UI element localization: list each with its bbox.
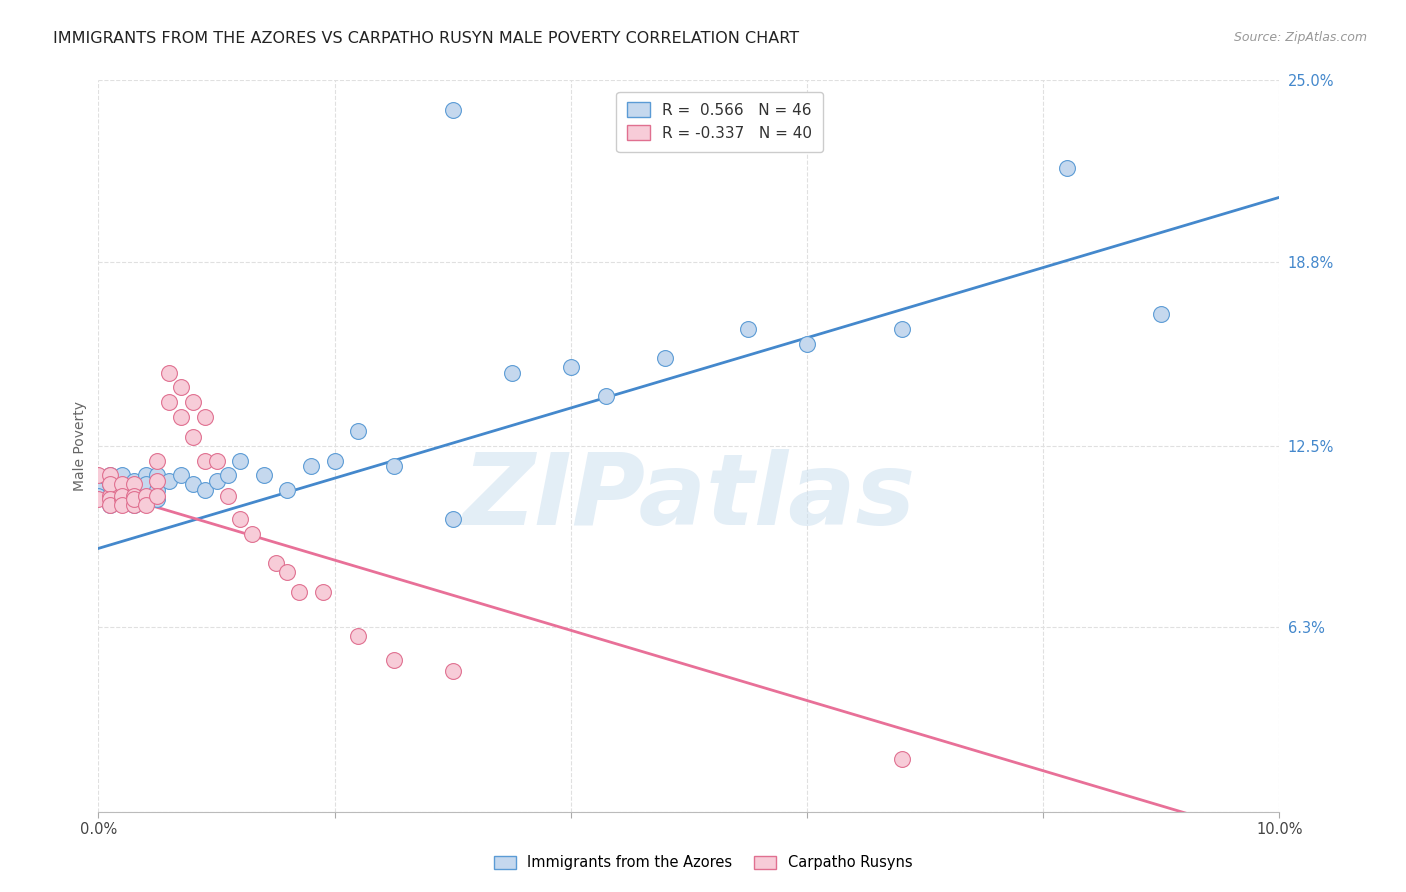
Point [1150,307,1173,321]
Point [98,489,121,503]
Point [181,477,204,491]
Y-axis label: Male Poverty: Male Poverty [73,401,87,491]
Point [146,491,169,506]
Point [98,468,121,483]
Point [111,468,134,483]
Point [135,489,157,503]
Point [217,468,239,483]
Point [264,556,287,570]
Point [441,103,464,117]
Point [240,526,263,541]
Point [181,430,204,444]
Point [229,512,252,526]
Point [122,491,145,506]
Legend: R =  0.566   N = 46, R = -0.337   N = 40: R = 0.566 N = 46, R = -0.337 N = 40 [616,92,823,152]
Point [87,489,110,503]
Point [98,489,121,503]
Point [157,474,180,488]
Point [111,477,134,491]
Point [441,512,464,526]
Point [146,489,169,503]
Point [170,380,193,394]
Point [122,474,145,488]
Point [87,468,110,483]
Point [347,629,370,643]
Text: ZIPatlas: ZIPatlas [463,449,915,546]
Point [205,474,228,488]
Point [98,491,121,506]
Point [1056,161,1078,175]
Point [382,459,405,474]
Point [135,468,157,483]
Point [194,483,217,497]
Text: IMMIGRANTS FROM THE AZORES VS CARPATHO RUSYN MALE POVERTY CORRELATION CHART: IMMIGRANTS FROM THE AZORES VS CARPATHO R… [53,31,800,46]
Point [87,491,110,506]
Point [595,389,617,403]
Point [122,489,145,503]
Point [796,336,818,351]
Point [111,491,134,506]
Point [98,477,121,491]
Point [111,491,134,506]
Point [217,489,239,503]
Point [98,498,121,512]
Point [135,477,157,491]
Point [181,395,204,409]
Point [157,395,180,409]
Legend: Immigrants from the Azores, Carpatho Rusyns: Immigrants from the Azores, Carpatho Rus… [486,848,920,878]
Point [146,468,169,483]
Point [347,425,370,439]
Point [111,477,134,491]
Point [229,453,252,467]
Point [288,585,311,599]
Point [98,477,121,491]
Point [87,483,110,497]
Point [146,483,169,497]
Point [98,498,121,512]
Point [501,366,523,380]
Point [312,585,335,599]
Point [323,453,346,467]
Point [122,483,145,497]
Point [135,498,157,512]
Point [194,453,217,467]
Point [135,489,157,503]
Point [276,565,298,579]
Point [122,498,145,512]
Text: Source: ZipAtlas.com: Source: ZipAtlas.com [1233,31,1367,45]
Point [111,489,134,503]
Point [98,468,121,483]
Point [205,453,228,467]
Point [194,409,217,424]
Point [157,366,180,380]
Point [253,468,276,483]
Point [890,322,912,336]
Point [170,409,193,424]
Point [170,468,193,483]
Point [146,453,169,467]
Point [654,351,676,366]
Point [276,483,298,497]
Point [122,498,145,512]
Point [146,474,169,488]
Point [111,489,134,503]
Point [382,652,405,666]
Point [890,752,912,766]
Point [441,665,464,679]
Point [122,489,145,503]
Point [122,477,145,491]
Point [737,322,759,336]
Point [560,359,582,374]
Point [111,498,134,512]
Point [111,491,134,506]
Point [111,483,134,497]
Point [299,459,322,474]
